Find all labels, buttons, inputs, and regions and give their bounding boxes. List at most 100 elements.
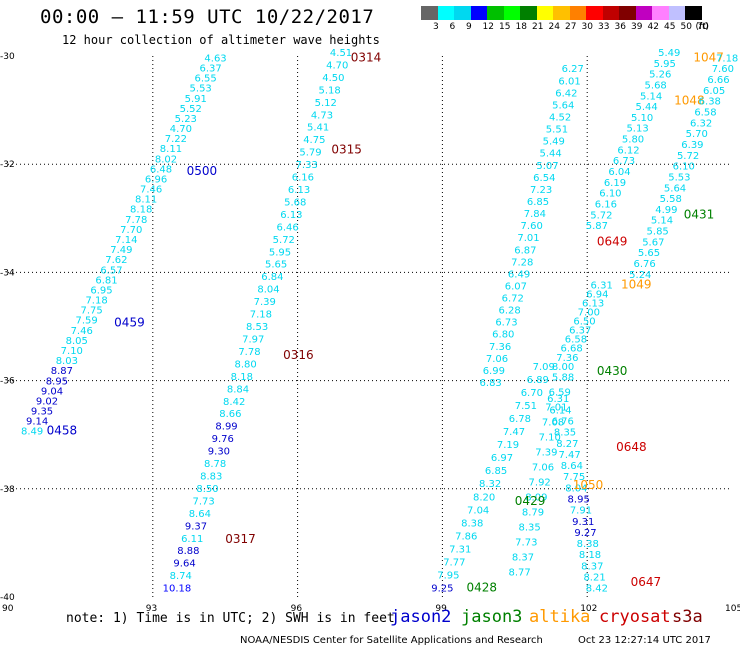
swh-value: 8.88 [177, 546, 199, 557]
swh-value: 7.49 [110, 245, 132, 256]
color-scale-label: 6 [449, 22, 456, 32]
pass-time-label: 0649 [597, 234, 628, 248]
swh-value: 7.18 [85, 296, 107, 307]
swh-value: 7.23 [530, 185, 552, 196]
y-tick-label: -34 [0, 268, 15, 278]
swh-value: 8.38 [577, 539, 599, 550]
swh-value: 7.10 [61, 346, 83, 357]
swh-value: 5.49 [543, 137, 565, 148]
swh-value: 9.27 [574, 528, 596, 539]
swh-value: 6.11 [181, 534, 203, 545]
swh-value: 7.28 [511, 257, 533, 268]
swh-value: 7.01 [545, 403, 567, 414]
swh-value: 6.54 [533, 173, 555, 184]
swh-value: 4.63 [204, 53, 226, 64]
swh-value: 4.50 [322, 73, 344, 84]
swh-value: 5.91 [185, 94, 207, 105]
swh-value: 8.02 [155, 154, 177, 165]
track-jason3: 7.187.606.666.056.386.586.325.706.395.72… [629, 53, 738, 280]
color-scale-cell [619, 6, 636, 20]
color-scale-bar [421, 6, 702, 20]
swh-value: 6.87 [514, 245, 536, 256]
swh-value: 8.18 [579, 550, 601, 561]
swh-value: 6.37 [199, 63, 221, 74]
color-scale-label: 70 [697, 22, 709, 32]
swh-value: 4.70 [170, 124, 192, 135]
color-scale-label: 42 [647, 22, 659, 32]
color-scale-label: 12 [482, 22, 494, 32]
swh-value: 7.10 [539, 433, 561, 444]
swh-value: 6.46 [276, 222, 298, 233]
color-scale-cell [487, 6, 504, 20]
swh-value: 5.79 [299, 148, 321, 159]
swh-value: 7.97 [242, 334, 264, 345]
swh-value: 9.30 [208, 447, 230, 458]
swh-value: 7.95 [437, 571, 459, 582]
swh-value: 6.16 [595, 199, 617, 210]
track-jason2: 4.636.376.555.535.915.525.234.707.228.11… [21, 53, 227, 437]
swh-value: 8.53 [246, 322, 268, 333]
swh-value: 7.84 [524, 209, 546, 220]
credit-text: NOAA/NESDIS Center for Satellite Applica… [240, 635, 543, 646]
swh-value: 6.89 [527, 375, 549, 386]
swh-value: 6.66 [707, 75, 729, 86]
pass-time-label: 1047 [693, 50, 724, 64]
swh-value: 9.76 [212, 434, 234, 445]
swh-value: 5.85 [647, 227, 669, 238]
swh-value: 8.42 [223, 397, 245, 408]
swh-value: 9.35 [31, 407, 53, 418]
swh-value: 9.25 [431, 584, 453, 595]
swh-value: 6.58 [694, 108, 716, 119]
pass-time-label: 0430 [597, 364, 628, 378]
color-scale-cell [635, 6, 652, 20]
swh-value: 8.83 [200, 471, 222, 482]
swh-value: 5.14 [651, 216, 673, 227]
swh-value: 5.65 [265, 260, 287, 271]
legend-s3a: s3a [672, 607, 703, 627]
swh-value: 8.84 [227, 384, 249, 395]
swh-value: 8.18 [130, 205, 152, 216]
swh-value: 5.10 [631, 113, 653, 124]
swh-value: 6.78 [509, 414, 531, 425]
swh-value: 8.87 [51, 366, 73, 377]
swh-value: 6.80 [492, 330, 514, 341]
swh-value: 7.75 [80, 306, 102, 317]
generated-timestamp: Oct 23 12:27:14 UTC 2017 [578, 635, 711, 646]
pass-time-label: 1050 [573, 478, 604, 492]
swh-value: 7.00 [578, 308, 600, 319]
swh-value: 6.97 [491, 453, 513, 464]
swh-value: 6.12 [617, 145, 639, 156]
swh-value: 8.03 [56, 356, 78, 367]
pass-time-label: 0315 [331, 142, 362, 156]
legend-cryosat: cryosat [599, 607, 671, 627]
swh-value: 7.78 [238, 347, 260, 358]
swh-value: 7.62 [105, 255, 127, 266]
swh-value: 8.95 [568, 494, 590, 505]
pass-time-label: 0648 [616, 440, 647, 454]
swh-value: 7.19 [497, 440, 519, 451]
swh-value: 6.42 [555, 88, 577, 99]
swh-value: 7.06 [532, 462, 554, 473]
swh-value: 8.05 [66, 336, 88, 347]
swh-value: 7.51 [515, 401, 537, 412]
swh-value: 5.68 [284, 197, 306, 208]
swh-value: 7.39 [535, 448, 557, 459]
swh-value: 5.24 [629, 270, 651, 281]
swh-value: 6.28 [498, 306, 520, 317]
swh-value: 7.92 [529, 477, 551, 488]
pass-time-label: 0317 [225, 532, 256, 546]
swh-value: 6.07 [505, 281, 527, 292]
swh-value: 5.12 [315, 98, 337, 109]
swh-value: 6.16 [292, 173, 314, 184]
y-tick-label: -40 [0, 593, 15, 603]
color-scale-cell [470, 6, 487, 20]
swh-value: 8.80 [234, 359, 256, 370]
color-scale-label: 21 [532, 22, 544, 32]
swh-value: 6.04 [608, 167, 630, 178]
swh-value: 8.11 [160, 144, 182, 155]
color-scale-cell [685, 6, 702, 20]
swh-value: 6.81 [95, 275, 117, 286]
color-scale-label: 9 [466, 22, 472, 32]
swh-value: 8.09 [525, 492, 547, 503]
